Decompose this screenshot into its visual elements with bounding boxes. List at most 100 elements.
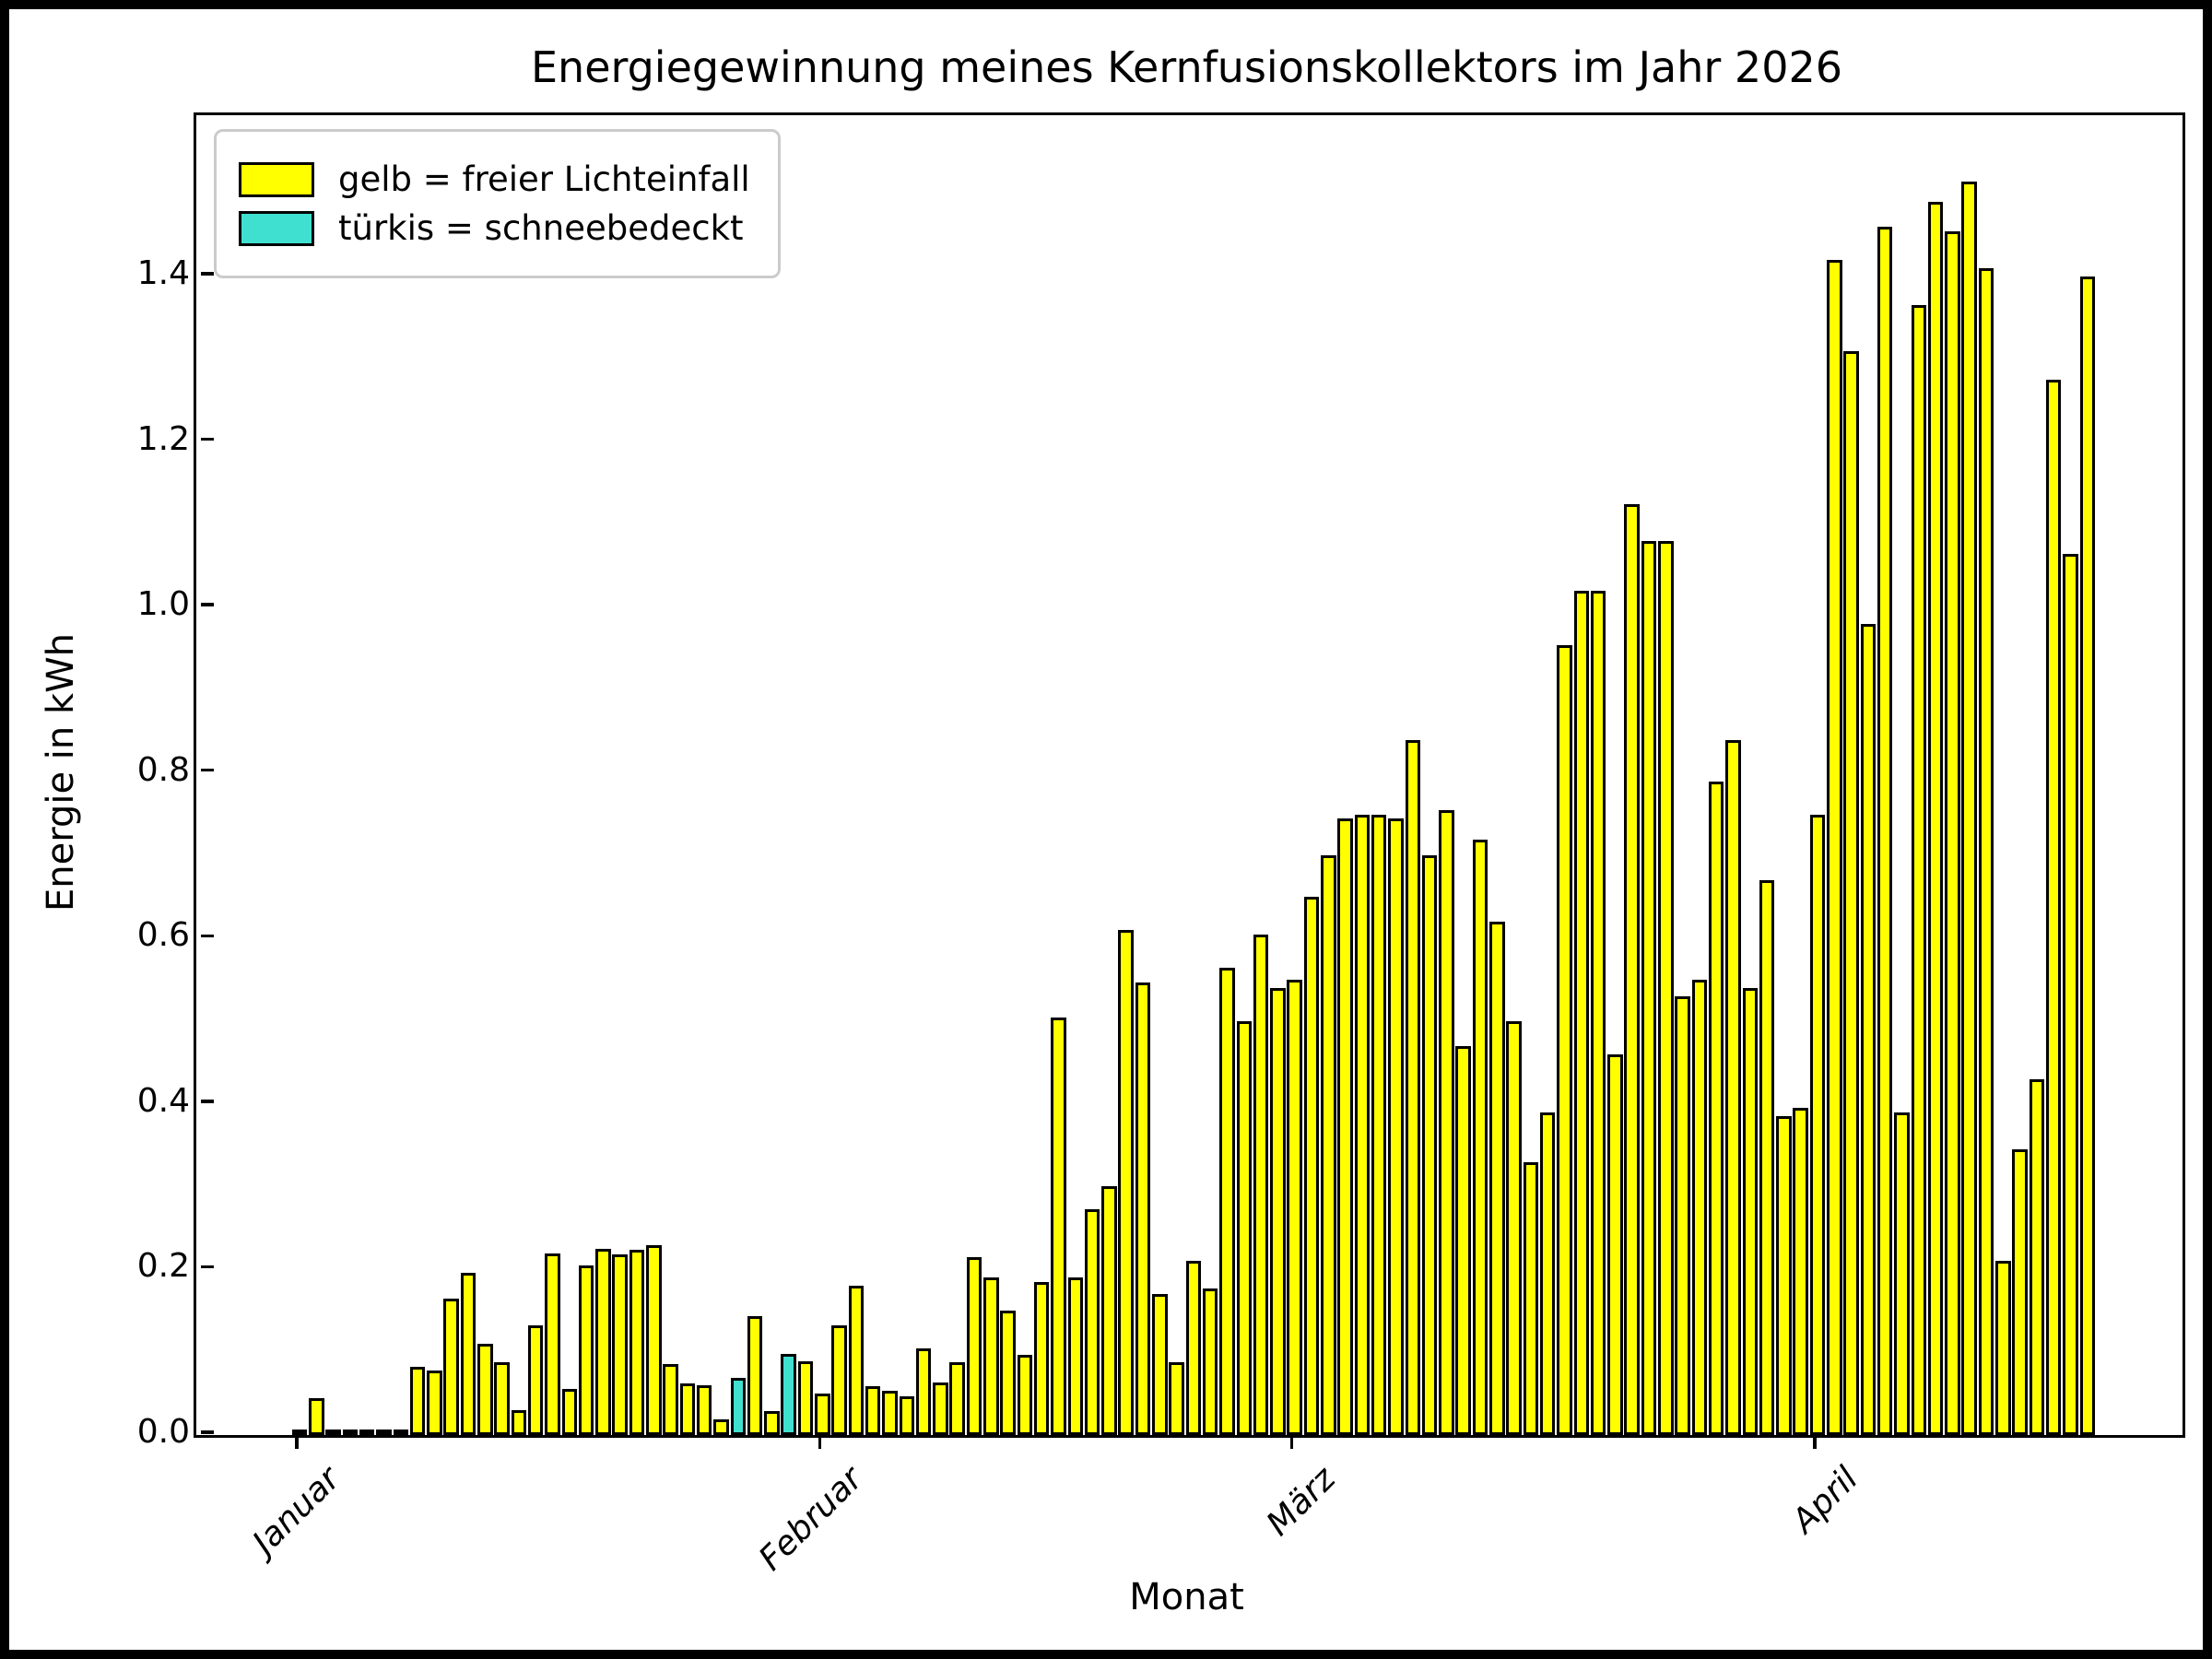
bar-2026-02-22: [1169, 1362, 1184, 1435]
y-tick-1.0: [200, 603, 214, 606]
bar-2026-02-19: [1118, 930, 1134, 1435]
bar-2026-02-03: [848, 1286, 865, 1435]
bar-2026-04-09: [1945, 230, 1960, 1435]
x-tick-märz: [1289, 1435, 1294, 1449]
bar-2026-03-24: [1675, 996, 1690, 1435]
bar-2026-01-13: [494, 1362, 510, 1435]
bar-2026-01-11: [460, 1273, 477, 1435]
bar-2026-03-06: [1371, 814, 1387, 1435]
y-tick-label-0.4: 0.4: [136, 1081, 190, 1120]
bar-2026-01-06: [376, 1430, 392, 1435]
bar-2026-01-30: [781, 1354, 796, 1435]
bar-2026-03-08: [1405, 739, 1421, 1435]
x-tick-april: [1813, 1435, 1817, 1449]
bar-2026-01-16: [545, 1253, 560, 1435]
bar-2026-01-05: [359, 1430, 375, 1435]
bar-2026-03-07: [1388, 818, 1404, 1435]
bar-2026-03-28: [1742, 988, 1759, 1435]
plot-area: [194, 112, 2185, 1438]
bar-2026-02-08: [933, 1382, 948, 1435]
bar-2026-03-27: [1725, 739, 1741, 1435]
bar-2026-04-15: [2045, 380, 2062, 1435]
bar-2026-01-09: [427, 1370, 442, 1435]
bar-2026-01-19: [595, 1248, 611, 1435]
bar-2026-03-30: [1776, 1116, 1792, 1435]
bar-2026-02-12: [1000, 1311, 1016, 1435]
legend-entry-1: türkis = schneebedeckt: [239, 208, 750, 248]
bar-2026-01-01: [291, 1430, 308, 1435]
bar-2026-03-09: [1421, 855, 1438, 1435]
bar-2026-02-06: [899, 1395, 915, 1435]
bar-2026-01-02: [309, 1397, 324, 1435]
y-tick-0.0: [200, 1430, 214, 1434]
bar-2026-01-08: [409, 1367, 426, 1435]
bar-2026-02-14: [1033, 1281, 1050, 1435]
bar-2026-02-18: [1101, 1185, 1117, 1435]
bar-2026-01-17: [561, 1388, 578, 1435]
bar-2026-02-01: [815, 1394, 830, 1435]
bar-2026-03-03: [1321, 855, 1336, 1435]
bar-2026-01-20: [612, 1254, 628, 1435]
bar-2026-03-19: [1590, 591, 1606, 1435]
y-tick-1.4: [200, 272, 214, 276]
legend: gelb = freier Lichteinfall türkis = schne…: [214, 129, 781, 278]
bar-2026-03-16: [1539, 1112, 1556, 1435]
bar-2026-03-29: [1759, 880, 1775, 1435]
bar-2026-02-25: [1219, 967, 1235, 1435]
bar-2026-01-10: [443, 1298, 459, 1435]
bar-2026-03-20: [1607, 1053, 1623, 1435]
bar-2026-01-18: [578, 1265, 594, 1435]
x-axis-label: Monat: [1129, 1576, 1244, 1618]
bar-2026-04-10: [1961, 181, 1977, 1435]
bar-2026-02-11: [983, 1277, 999, 1435]
bar-2026-04-12: [1995, 1261, 2011, 1435]
bar-2026-01-04: [342, 1430, 359, 1435]
bar-2026-02-09: [949, 1362, 965, 1435]
bar-2026-01-27: [730, 1378, 747, 1435]
y-tick-0.4: [200, 1100, 214, 1103]
y-tick-label-0.6: 0.6: [136, 916, 190, 955]
y-tick-label-0.2: 0.2: [136, 1247, 190, 1286]
bar-2026-02-04: [865, 1386, 881, 1435]
bar-2026-01-07: [393, 1430, 409, 1435]
x-tick-label-märz: März: [1259, 1460, 1343, 1544]
x-tick-label-januar: Januar: [245, 1460, 347, 1562]
bar-2026-04-16: [2063, 553, 2078, 1435]
bar-2026-03-04: [1337, 818, 1353, 1435]
bar-2026-01-31: [797, 1361, 814, 1435]
bar-2026-02-17: [1084, 1208, 1100, 1435]
bar-2026-02-16: [1067, 1277, 1084, 1435]
legend-label: türkis = schneebedeckt: [338, 208, 744, 248]
bar-2026-04-14: [2029, 1078, 2045, 1435]
x-tick-label-februar: Februar: [752, 1460, 871, 1579]
bar-2026-03-15: [1523, 1161, 1539, 1435]
legend-label: gelb = freier Lichteinfall: [338, 159, 750, 199]
y-tick-0.6: [200, 934, 214, 937]
bar-2026-02-23: [1185, 1261, 1202, 1435]
bar-2026-03-23: [1658, 541, 1674, 1435]
bar-2026-02-28: [1270, 988, 1286, 1435]
bar-2026-04-03: [1843, 350, 1859, 1435]
bar-2026-03-11: [1455, 1046, 1471, 1435]
bar-2026-04-08: [1927, 202, 1944, 1435]
bar-2026-04-13: [2012, 1149, 2028, 1435]
bar-2026-04-06: [1894, 1112, 1910, 1435]
x-tick-label-april: April: [1784, 1460, 1865, 1541]
bar-2026-01-12: [477, 1344, 493, 1435]
y-tick-label-1.2: 1.2: [136, 419, 190, 458]
y-tick-1.2: [200, 437, 214, 441]
bar-2026-04-01: [1809, 814, 1826, 1435]
bar-2026-01-14: [511, 1410, 527, 1435]
bar-2026-03-14: [1506, 1021, 1522, 1435]
bar-2026-04-04: [1860, 624, 1877, 1435]
bar-2026-02-20: [1135, 982, 1151, 1435]
bar-2026-01-29: [764, 1410, 780, 1435]
bar-2026-03-05: [1354, 814, 1371, 1435]
bar-2026-01-21: [629, 1249, 645, 1435]
y-tick-label-0.8: 0.8: [136, 750, 190, 789]
bar-2026-02-26: [1236, 1021, 1253, 1435]
bar-2026-03-25: [1691, 980, 1708, 1435]
bar-2026-02-21: [1152, 1294, 1168, 1435]
bar-2026-02-02: [831, 1325, 847, 1435]
bar-2026-01-28: [747, 1315, 763, 1435]
